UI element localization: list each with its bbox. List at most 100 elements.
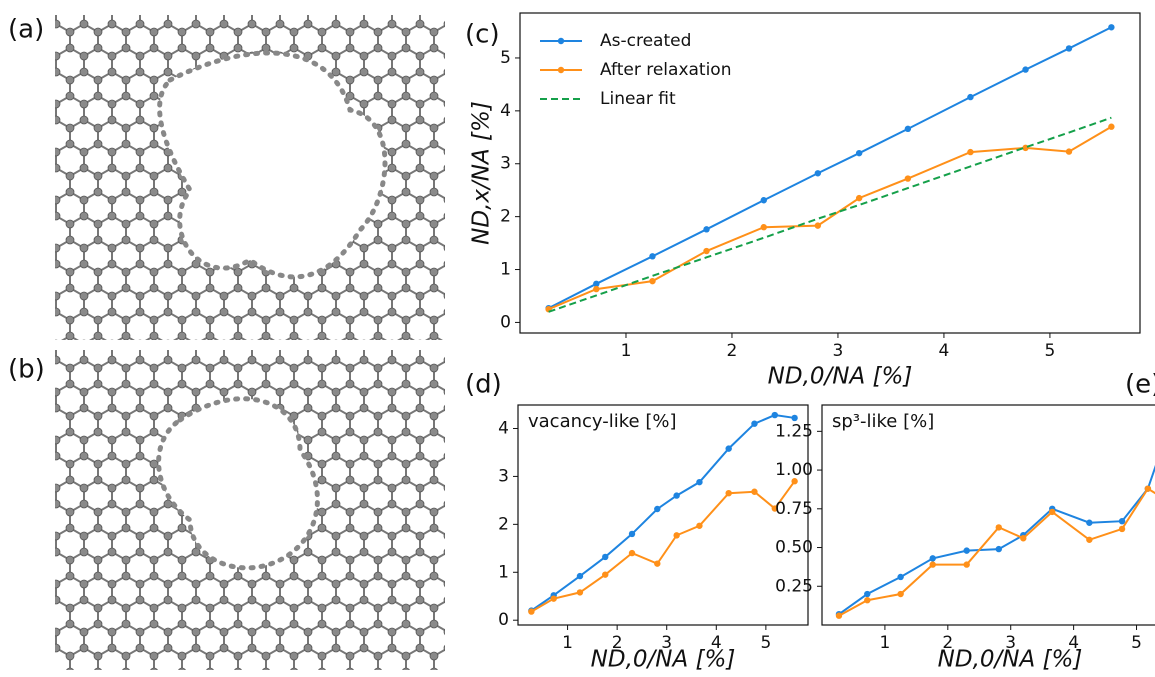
data-point xyxy=(725,445,731,451)
data-point xyxy=(528,608,534,614)
legend-label: Linear fit xyxy=(600,89,676,109)
y-tick-label: 0.75 xyxy=(775,499,813,519)
series-line xyxy=(549,118,1112,312)
data-point xyxy=(996,524,1002,530)
structure-image-b xyxy=(55,350,445,670)
data-point xyxy=(772,412,778,418)
data-point xyxy=(815,222,821,228)
y-tick-label: 4 xyxy=(498,418,509,438)
data-point xyxy=(1145,485,1151,491)
data-point xyxy=(761,224,767,230)
y-tick-label: 1.00 xyxy=(775,460,813,480)
data-point xyxy=(864,597,870,603)
y-tick-label: 2 xyxy=(498,514,509,534)
data-point xyxy=(856,195,862,201)
series-line xyxy=(531,481,794,611)
data-point xyxy=(967,94,973,100)
data-point xyxy=(696,479,702,485)
y-axis-label: ND,x/NA [%] xyxy=(469,101,495,245)
data-point xyxy=(649,253,655,259)
data-point xyxy=(593,286,599,292)
data-point xyxy=(751,489,757,495)
data-point xyxy=(1086,520,1092,526)
inset-title: sp³-like [%] xyxy=(832,411,934,432)
x-tick-label: 4 xyxy=(939,341,950,361)
plot-area xyxy=(836,413,1155,619)
x-axis-label: ND,0/NA [%] xyxy=(591,647,736,673)
x-axis-label: ND,0/NA [%] xyxy=(938,647,1083,673)
data-point xyxy=(836,613,842,619)
data-point xyxy=(761,197,767,203)
panel-label: (b) xyxy=(8,355,45,385)
data-point xyxy=(703,226,709,232)
data-point xyxy=(1066,148,1072,154)
data-point xyxy=(930,561,936,567)
data-point xyxy=(1119,526,1125,532)
y-tick-label: 1.25 xyxy=(775,421,813,441)
panel-label: (d) xyxy=(465,370,502,400)
y-tick-label: 5 xyxy=(500,48,511,68)
plot-area xyxy=(528,412,798,615)
data-point xyxy=(602,554,608,560)
panel-label: (e) xyxy=(1125,370,1155,400)
data-point xyxy=(930,555,936,561)
series-line xyxy=(839,489,1155,616)
data-point xyxy=(751,420,757,426)
inset-title: vacancy-like [%] xyxy=(528,411,676,432)
y-tick-label: 2 xyxy=(500,207,511,227)
data-point xyxy=(1020,535,1026,541)
data-point xyxy=(1108,124,1114,130)
data-point xyxy=(815,170,821,176)
x-tick-label: 5 xyxy=(1045,341,1056,361)
data-point xyxy=(696,523,702,529)
x-tick-label: 3 xyxy=(833,341,844,361)
y-tick-label: 0 xyxy=(500,312,511,332)
data-point xyxy=(577,573,583,579)
data-point xyxy=(856,150,862,156)
x-tick-label: 5 xyxy=(760,633,771,653)
legend-label: After relaxation xyxy=(600,60,731,80)
y-tick-label: 4 xyxy=(500,101,511,121)
y-tick-label: 3 xyxy=(498,466,509,486)
data-point xyxy=(673,532,679,538)
data-point xyxy=(629,550,635,556)
x-tick-label: 5 xyxy=(1131,633,1142,653)
data-point xyxy=(654,560,660,566)
panel-label: (c) xyxy=(465,20,500,50)
panel-label: (a) xyxy=(8,15,44,45)
x-tick-label: 1 xyxy=(621,341,632,361)
data-point xyxy=(649,278,655,284)
y-tick-label: 1 xyxy=(500,260,511,280)
legend-marker xyxy=(558,38,564,44)
data-point xyxy=(1022,66,1028,72)
data-point xyxy=(602,571,608,577)
figure: (a) (b) 12345012345(c)ND,0/NA [%]ND,x/NA… xyxy=(0,0,1155,677)
legend-marker xyxy=(558,67,564,73)
legend-label: As-created xyxy=(600,31,691,51)
data-point xyxy=(897,574,903,580)
x-axis-label: ND,0/NA [%] xyxy=(768,364,913,390)
data-point xyxy=(996,546,1002,552)
data-point xyxy=(905,126,911,132)
data-point xyxy=(905,175,911,181)
series-line xyxy=(531,415,794,611)
data-point xyxy=(1086,537,1092,543)
data-point xyxy=(963,561,969,567)
series-line xyxy=(839,416,1155,614)
data-point xyxy=(673,492,679,498)
data-point xyxy=(967,149,973,155)
x-tick-label: 1 xyxy=(879,633,890,653)
data-point xyxy=(1066,45,1072,51)
data-point xyxy=(791,415,797,421)
structure-image-a xyxy=(55,15,445,340)
data-point xyxy=(897,591,903,597)
data-point xyxy=(963,547,969,553)
data-point xyxy=(703,248,709,254)
data-point xyxy=(577,589,583,595)
y-tick-label: 1 xyxy=(498,562,509,582)
data-point xyxy=(725,490,731,496)
y-tick-label: 0 xyxy=(498,610,509,630)
plot-frame xyxy=(518,405,808,625)
data-point xyxy=(1049,509,1055,515)
y-tick-label: 0.25 xyxy=(775,576,813,596)
